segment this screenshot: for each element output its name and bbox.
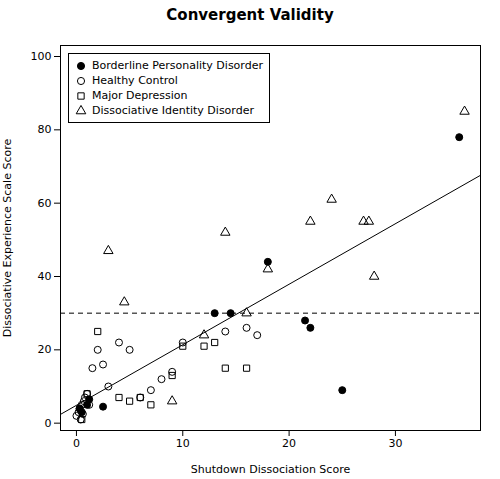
svg-text:10: 10 xyxy=(176,437,190,450)
html-text:Dissociative Identity Disorder: Dissociative Identity Disorder xyxy=(92,104,254,117)
svg-text:0: 0 xyxy=(45,417,52,430)
svg-text:Dissociative Experience Scale: Dissociative Experience Scale Score xyxy=(1,139,14,338)
html-text:Borderline Personality Disorde: Borderline Personality Disorder xyxy=(92,59,263,72)
svg-text:30: 30 xyxy=(388,437,402,450)
svg-text:Shutdown Dissociation Score: Shutdown Dissociation Score xyxy=(191,463,351,476)
svg-text:80: 80 xyxy=(38,123,52,136)
svg-text:0: 0 xyxy=(73,437,80,450)
svg-text:40: 40 xyxy=(38,270,52,283)
html-text:Convergent Validity: Convergent Validity xyxy=(166,6,334,24)
svg-text:60: 60 xyxy=(38,197,52,210)
html-text:Healthy Control: Healthy Control xyxy=(92,74,178,87)
html-text:Major Depression: Major Depression xyxy=(92,89,188,102)
svg-text:20: 20 xyxy=(38,343,52,356)
svg-text:20: 20 xyxy=(282,437,296,450)
svg-text:100: 100 xyxy=(31,50,52,63)
